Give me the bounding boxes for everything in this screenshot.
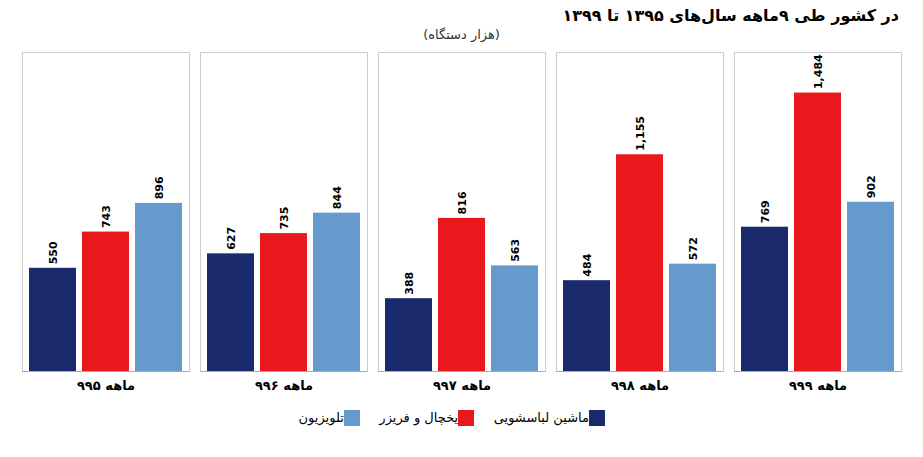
svg-text:۹ماهه ۹۶: ۹ماهه ۹۶ bbox=[255, 378, 313, 393]
svg-text:816: 816 bbox=[456, 191, 469, 214]
svg-text:769: 769 bbox=[759, 200, 772, 223]
svg-text:550: 550 bbox=[47, 241, 60, 264]
svg-text:484: 484 bbox=[581, 253, 594, 276]
svg-text:388: 388 bbox=[403, 272, 416, 295]
svg-text:743: 743 bbox=[100, 205, 113, 228]
svg-text:۹ماهه ۹۷: ۹ماهه ۹۷ bbox=[433, 378, 491, 393]
svg-text:627: 627 bbox=[225, 227, 238, 250]
html-text:تلویزیون: تلویزیون bbox=[298, 410, 344, 425]
svg-text:563: 563 bbox=[509, 239, 522, 262]
html-text:ماشین لباسشویی: ماشین لباسشویی bbox=[493, 410, 589, 425]
svg-text:844: 844 bbox=[331, 186, 344, 209]
svg-text:1,155: 1,155 bbox=[634, 116, 647, 151]
html-text:در کشور طی ۹ماهه سال‌های ۱۳۹۵: در کشور طی ۹ماهه سال‌های ۱۳۹۵ تا ۱۳۹۹ bbox=[562, 6, 899, 25]
svg-text:۹ماهه ۹۹: ۹ماهه ۹۹ bbox=[789, 378, 847, 393]
html-text:(هزار دستگاه): (هزار دستگاه) bbox=[423, 27, 500, 42]
svg-text:۹ماهه ۹۵: ۹ماهه ۹۵ bbox=[77, 378, 135, 393]
svg-text:572: 572 bbox=[687, 237, 700, 260]
svg-text:1,484: 1,484 bbox=[812, 54, 825, 89]
svg-text:۹ماهه ۹۸: ۹ماهه ۹۸ bbox=[611, 378, 669, 393]
svg-text:735: 735 bbox=[278, 207, 291, 230]
svg-text:896: 896 bbox=[153, 176, 166, 199]
svg-text:902: 902 bbox=[865, 175, 878, 198]
html-text:یخچال و فریزر: یخچال و فریزر bbox=[379, 410, 459, 425]
